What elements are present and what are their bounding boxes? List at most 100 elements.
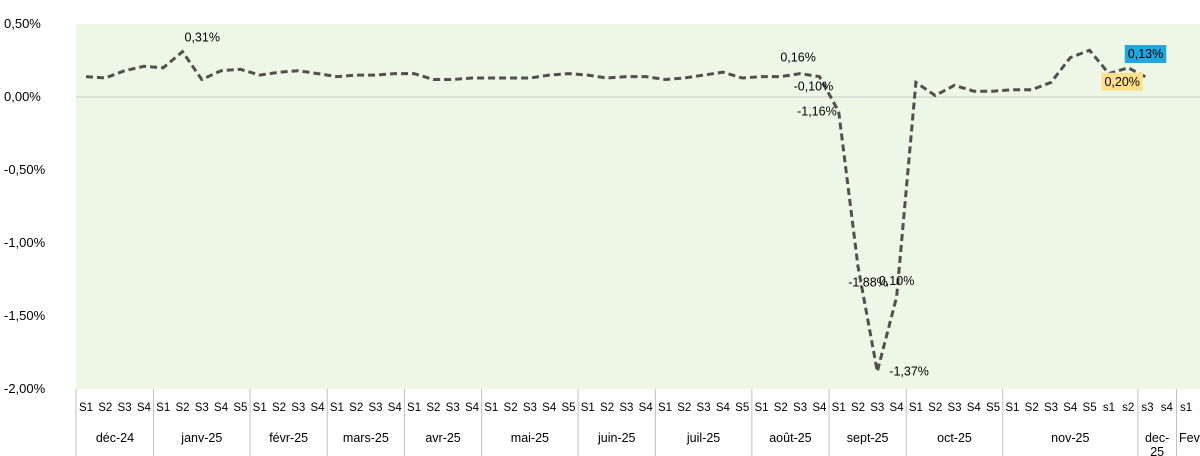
week-tick-label: S2 [272,402,286,414]
week-tick-label: S1 [832,402,846,414]
data-label: -0,10% [794,80,834,94]
data-label-box [1101,72,1143,91]
week-tick-label: s2 [1122,402,1134,414]
week-tick-label: s1 [1180,402,1192,414]
week-tick-label: S4 [890,402,905,414]
week-tick-label: S1 [79,402,93,414]
week-tick-label: S1 [581,402,595,414]
x-axis: S1 S2 S3 S4 déc-24 S1 S2 S3 S4 S5 janv-25 S1 S2 S3 S4 f… [75,389,1200,456]
week-tick-label: S2 [851,402,865,414]
y-tick-label: 0,00% [4,89,41,104]
week-tick-label: S3 [291,402,305,414]
week-tick-label: S2 [600,402,614,414]
week-tick-label: S1 [253,402,267,414]
y-tick-label: -1,00% [4,235,46,250]
week-tick-label: S2 [677,402,691,414]
data-label-text: -0,10% [794,80,834,94]
week-tick-label: S4 [967,402,982,414]
week-tick-label: S3 [1044,402,1058,414]
week-tick-label: S4 [812,402,827,414]
week-tick-label: S1 [909,402,923,414]
week-tick-label: S4 [388,402,403,414]
month-label: févr-25 [269,431,308,445]
week-tick-label: S4 [1063,402,1078,414]
data-label-text: -1,37% [889,364,929,378]
y-axis-ticks: 0,50% 0,00% -0,50% -1,00% -1,50% -2,00% [4,16,46,396]
week-tick-label: S1 [330,402,344,414]
week-tick-label: S1 [407,402,421,414]
week-tick-label: S3 [619,402,633,414]
week-tick-label: S4 [639,402,654,414]
week-tick-label: S1 [1005,402,1019,414]
week-tick-label: S4 [465,402,480,414]
week-tick-label: S5 [986,402,1000,414]
week-tick-label: s4 [1161,402,1174,414]
month-label: déc-24 [96,431,134,445]
week-tick-label: S3 [446,402,460,414]
y-tick-label: -0,50% [4,162,46,177]
data-label: 0,31% [185,31,220,45]
week-tick-label: s3 [1141,402,1153,414]
data-label-text: 0,16% [780,51,815,65]
y-tick-label: -2,00% [4,381,46,396]
week-tick-label: S5 [233,402,247,414]
week-tick-label: S5 [1083,402,1097,414]
week-tick-label: S2 [349,402,363,414]
week-tick-label: S5 [735,402,749,414]
week-tick-label: S3 [947,402,961,414]
y-tick-label: 0,50% [4,16,41,31]
week-tick-label: S2 [98,402,112,414]
series-line [85,48,1149,372]
week-tick-label: S4 [311,402,326,414]
week-tick-label: S1 [658,402,672,414]
week-tick-label: S2 [175,402,189,414]
month-label: Fev-2026 [1179,431,1200,445]
data-label: 0,10% [879,274,914,288]
week-tick-label: S1 [754,402,768,414]
week-tick-label: S2 [1025,402,1039,414]
week-tick-label: S3 [523,402,537,414]
data-label-text: 0,20% [1104,75,1139,89]
week-tick-label: S1 [156,402,170,414]
month-label: mai-25 [511,431,549,445]
data-label-text: -1,16% [797,105,837,119]
week-tick-label: S5 [561,402,575,414]
month-label: juin-25 [597,431,636,445]
data-label-text: 0,31% [185,31,220,45]
week-tick-label: S1 [484,402,498,414]
data-label-text: -1,88% [848,275,888,289]
data-label-text: 0,10% [879,274,914,288]
week-tick-label: S3 [697,402,711,414]
week-tick-label: S2 [426,402,440,414]
month-label: nov-25 [1051,431,1089,445]
week-tick-label: s1 [1103,402,1115,414]
data-labels: 0,31% 0,16% -0,10% -1,16% -1,88% -1,37% 0,10% 0… [185,31,1167,378]
month-label: juil-25 [686,431,720,445]
week-tick-label: S3 [793,402,807,414]
week-tick-label: S3 [195,402,209,414]
data-label-text: 0,13% [1128,47,1163,61]
month-label: dec-25 [1145,431,1169,456]
month-label: oct-25 [937,431,972,445]
week-tick-label: S4 [716,402,731,414]
month-label: janv-25 [180,431,222,445]
week-tick-label: S4 [542,402,557,414]
y-tick-label: -1,50% [4,308,46,323]
week-tick-label: S3 [118,402,132,414]
month-label: août-25 [769,431,811,445]
data-label: 0,13% [1124,45,1167,64]
data-label: -1,16% [797,105,837,119]
week-tick-label: S2 [928,402,942,414]
week-tick-label: S2 [504,402,518,414]
data-label-box [1124,45,1167,64]
data-label: -1,88% [848,275,888,289]
month-label: sept-25 [847,431,889,445]
data-label: 0,20% [1101,72,1143,91]
week-tick-label: S2 [774,402,788,414]
week-tick-label: S4 [137,402,152,414]
month-label: avr-25 [425,431,460,445]
week-tick-label: S3 [870,402,884,414]
plot-area [76,24,1200,389]
week-tick-label: S4 [214,402,229,414]
